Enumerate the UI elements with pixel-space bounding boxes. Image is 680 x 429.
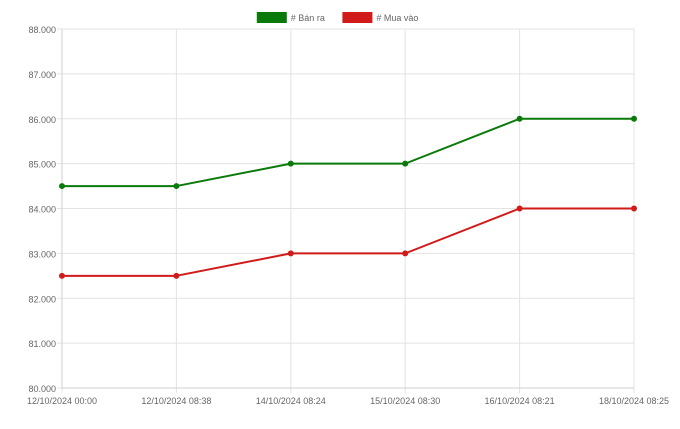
y-tick-label: 85.000 (28, 160, 56, 170)
data-point[interactable] (402, 160, 409, 167)
y-tick-label: 87.000 (28, 70, 56, 80)
y-tick-label: 82.000 (28, 294, 56, 304)
x-axis: 12/10/2024 00:00 12/10/2024 08:38 14/10/20… (27, 387, 669, 406)
y-tick-label: 81.000 (28, 339, 56, 349)
data-point[interactable] (402, 250, 409, 257)
series-0 (59, 115, 637, 190)
series-layer (59, 115, 637, 279)
chart-grid (57, 28, 635, 393)
x-tick-label: 15/10/2024 08:30 (370, 396, 440, 406)
x-tick-label: 12/10/2024 08:38 (141, 396, 211, 406)
x-tick-label: 18/10/2024 08:25 (599, 396, 669, 406)
legend-label: # Mua vào (376, 13, 418, 23)
chart-legend[interactable]: # Bán ra # Mua vào (256, 12, 419, 23)
x-tick-label: 16/10/2024 08:21 (485, 396, 555, 406)
y-tick-label: 86.000 (28, 115, 56, 125)
legend-swatch (342, 12, 373, 23)
x-tick-label: 12/10/2024 00:00 (27, 396, 97, 406)
y-tick-label: 80.000 (28, 384, 56, 394)
y-tick-label: 84.000 (28, 205, 56, 215)
data-point[interactable] (631, 115, 637, 122)
data-point[interactable] (59, 183, 65, 190)
legend-swatch (256, 12, 287, 23)
data-point[interactable] (516, 115, 523, 122)
series-line (62, 207, 634, 277)
series-1 (59, 205, 637, 279)
data-point[interactable] (173, 183, 180, 190)
legend-item[interactable]: # Bán ra (256, 12, 325, 23)
legend-label: # Bán ra (291, 13, 325, 23)
data-point[interactable] (59, 272, 65, 279)
data-point[interactable] (516, 205, 523, 212)
y-axis: 80.000 81.000 82.000 83.000 84.000 85.000 86.0… (28, 25, 63, 394)
series-line (62, 117, 634, 188)
legend-item[interactable]: # Mua vào (342, 12, 418, 23)
data-point[interactable] (287, 250, 294, 257)
y-tick-label: 83.000 (28, 249, 56, 259)
data-point[interactable] (173, 272, 180, 279)
x-tick-label: 14/10/2024 08:24 (256, 396, 326, 406)
data-point[interactable] (287, 160, 294, 167)
y-tick-label: 88.000 (28, 25, 56, 35)
data-point[interactable] (631, 205, 637, 212)
